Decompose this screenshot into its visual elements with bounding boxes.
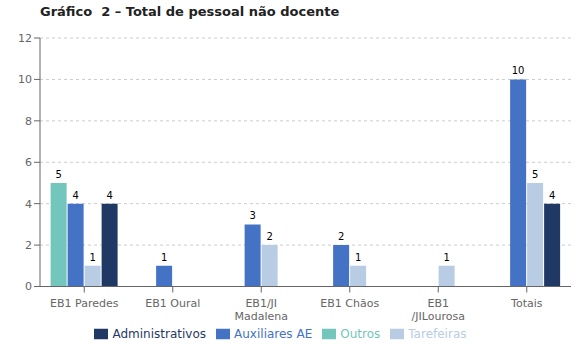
svg-text:1: 1	[443, 252, 449, 263]
svg-text:0: 0	[25, 280, 32, 293]
svg-text:EB1 Paredes: EB1 Paredes	[50, 297, 119, 310]
svg-text:1: 1	[161, 252, 167, 263]
svg-text:EB1 Oural: EB1 Oural	[145, 297, 200, 310]
svg-text:5: 5	[532, 169, 538, 180]
svg-text:2: 2	[338, 231, 344, 242]
svg-text:6: 6	[25, 156, 32, 169]
html-text:Outros: Outros	[340, 326, 381, 341]
svg-text:4: 4	[25, 198, 32, 211]
svg-text:12: 12	[18, 32, 32, 45]
svg-text:2: 2	[266, 231, 272, 242]
svg-text:10: 10	[512, 65, 525, 76]
svg-text:EB1/JILourosa: EB1/JILourosa	[412, 297, 465, 323]
html-text:Auxiliares AE: Auxiliares AE	[234, 326, 313, 341]
svg-text:2: 2	[25, 239, 32, 252]
html-text:Gráfico 2 – Total de pessoal n: Gráfico 2 – Total de pessoal não docente	[40, 4, 340, 19]
svg-text:4: 4	[72, 190, 78, 201]
svg-text:4: 4	[549, 190, 555, 201]
svg-text:8: 8	[25, 115, 32, 128]
html-text:Tarefeiras: Tarefeiras	[408, 326, 467, 341]
svg-text:3: 3	[249, 210, 255, 221]
svg-text:Totais: Totais	[510, 297, 543, 310]
svg-text:1: 1	[355, 252, 361, 263]
svg-text:1: 1	[89, 252, 95, 263]
svg-text:EB1/JIMadalena: EB1/JIMadalena	[235, 297, 289, 323]
svg-text:EB1 Chãos: EB1 Chãos	[320, 297, 379, 310]
html-text:Administrativos: Administrativos	[112, 326, 206, 341]
svg-text:5: 5	[55, 169, 61, 180]
svg-text:4: 4	[106, 190, 112, 201]
svg-text:10: 10	[18, 73, 32, 86]
